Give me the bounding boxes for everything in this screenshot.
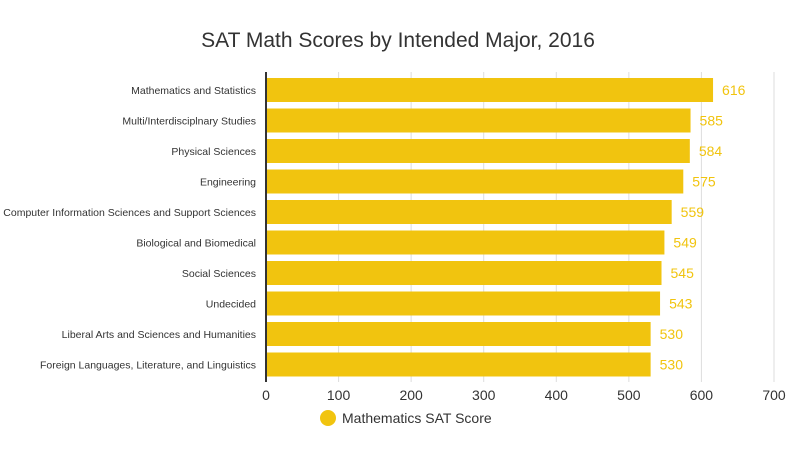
bar-8[interactable] [266,291,661,316]
value-label-3: 584 [699,143,723,159]
category-label-2: Multi/Interdisciplnary Studies [122,116,256,128]
chart-title: SAT Math Scores by Intended Major, 2016 [201,29,595,52]
category-label-10: Foreign Languages, Literature, and Lingu… [40,360,256,372]
x-tick-label-300: 300 [472,387,496,403]
value-label-2: 585 [700,113,724,129]
category-label-5: Computer Information Sciences and Suppor… [3,207,256,219]
category-label-8: Undecided [206,299,256,311]
value-label-8: 543 [669,296,693,312]
bars [266,78,714,377]
bar-7[interactable] [266,261,662,285]
bar-4[interactable] [266,169,684,194]
bar-6[interactable] [266,230,665,255]
legend-label: Mathematics SAT Score [342,410,492,426]
legend[interactable]: Mathematics SAT Score [320,410,492,426]
x-tick-label-700: 700 [762,387,786,403]
category-label-9: Liberal Arts and Sciences and Humanities [62,329,256,341]
bar-10[interactable] [266,352,651,377]
x-tick-label-500: 500 [617,387,641,403]
category-labels: Mathematics and Statistics Multi/Interdis… [3,85,256,372]
bar-5[interactable] [266,200,672,224]
bar-9[interactable] [266,322,651,346]
x-tick-label-200: 200 [399,387,423,403]
value-label-7: 545 [671,265,695,281]
value-label-5: 559 [681,204,705,220]
value-label-6: 549 [673,235,697,251]
value-label-10: 530 [660,357,684,373]
bar-3[interactable] [266,139,690,163]
x-tick-label-100: 100 [327,387,351,403]
value-labels: 616 585 584 575 559 549 545 543 530 530 [660,82,746,373]
bar-2[interactable] [266,108,691,133]
category-label-3: Physical Sciences [171,146,256,158]
x-axis-tick-labels: 0 100 200 300 400 500 600 700 [262,387,786,403]
x-tick-label-400: 400 [545,387,569,403]
x-tick-label-0: 0 [262,387,270,403]
value-label-4: 575 [692,174,716,190]
bar-1[interactable] [266,78,714,102]
category-label-7: Social Sciences [182,268,256,280]
value-label-9: 530 [660,326,684,342]
category-label-4: Engineering [200,177,256,189]
x-tick-label-600: 600 [690,387,714,403]
category-label-1: Mathematics and Statistics [131,85,256,97]
category-label-6: Biological and Biomedical [136,238,256,250]
value-label-1: 616 [722,82,746,98]
legend-marker [320,410,336,426]
